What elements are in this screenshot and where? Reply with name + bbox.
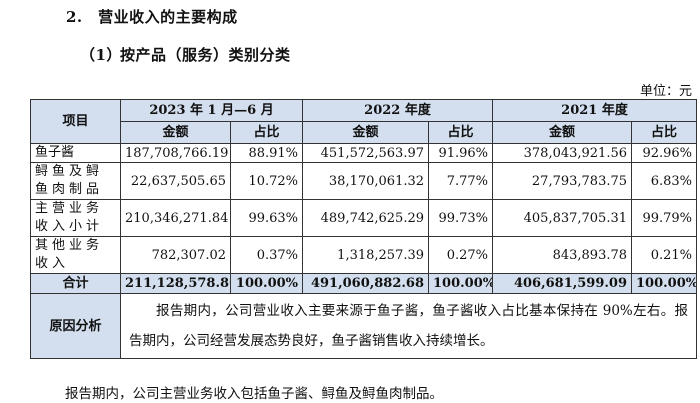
cell-ratio: 92.96%	[631, 143, 698, 163]
total-amount: 406,681,599.09	[492, 273, 633, 294]
row-label: 主营业务收入小计	[30, 199, 121, 237]
cell-amount: 405,837,705.31	[492, 199, 633, 237]
cell-amount: 27,793,783.75	[492, 162, 633, 200]
cell-ratio: 10.72%	[229, 162, 304, 200]
cell-ratio: 0.37%	[229, 236, 304, 274]
footer-paragraph: 报告期内，公司主营业务收入包括鱼子酱、鲟鱼及鲟鱼肉制品。	[65, 386, 443, 402]
total-ratio: 100.00%	[428, 273, 494, 294]
col-header-ratio: 占比	[428, 121, 494, 144]
row-label: 鲟鱼及鲟鱼肉制品	[30, 162, 121, 200]
unit-label: 单位：元	[639, 84, 692, 99]
col-header-amount: 金额	[120, 121, 231, 144]
cell-ratio: 99.79%	[631, 199, 698, 237]
cell-amount: 378,043,921.56	[492, 143, 633, 163]
col-header-period: 2021 年度	[492, 99, 698, 122]
section-heading: 2. 营业收入的主要构成	[66, 8, 238, 26]
total-row: 合计 211,128,578.86 100.00% 491,060,882.68…	[30, 273, 698, 294]
cell-ratio: 99.73%	[428, 199, 494, 237]
cell-amount: 782,307.02	[120, 236, 231, 274]
col-header-period: 2022 年度	[302, 99, 494, 122]
cell-amount: 843,893.78	[492, 236, 633, 274]
col-header-amount: 金额	[302, 121, 430, 144]
revenue-table: 项目 2023 年 1 月—6 月 2022 年度 2021 年度 金额 占比 …	[30, 99, 698, 359]
table-row: 鲟鱼及鲟鱼肉制品 22,637,505.65 10.72% 38,170,061…	[30, 162, 698, 200]
table-subheader-row: 金额 占比 金额 占比 金额 占比	[31, 121, 698, 144]
cell-ratio: 0.21%	[631, 236, 698, 274]
table-row: 主营业务收入小计 210,346,271.84 99.63% 489,742,6…	[30, 199, 698, 237]
row-label: 鱼子酱	[30, 143, 121, 163]
cell-ratio: 88.91%	[229, 143, 304, 163]
row-label: 其他业务收入	[30, 236, 121, 274]
cell-amount: 187,708,766.19	[120, 143, 231, 163]
cell-amount: 22,637,505.65	[120, 162, 231, 200]
cell-ratio: 91.96%	[428, 143, 494, 163]
cell-ratio: 7.77%	[428, 162, 494, 200]
cell-amount: 451,572,563.97	[302, 143, 430, 163]
reason-row: 原因分析 报告期内，公司营业收入主要来源于鱼子酱，鱼子酱收入占比基本保持在 90…	[30, 293, 698, 359]
col-header-ratio: 占比	[631, 121, 698, 144]
cell-amount: 1,318,257.39	[302, 236, 430, 274]
table-header-row: 项目 2023 年 1 月—6 月 2022 年度 2021 年度	[30, 99, 698, 144]
col-header-item: 项目	[30, 99, 121, 144]
cell-amount: 210,346,271.84	[120, 199, 231, 237]
total-amount: 491,060,882.68	[302, 273, 430, 294]
cell-ratio: 0.27%	[428, 236, 494, 274]
subsection-title: 按产品（服务）类别分类	[120, 46, 291, 64]
cell-amount: 38,170,061.32	[302, 162, 430, 200]
table-row: 鱼子酱 187,708,766.19 88.91% 451,572,563.97…	[30, 143, 698, 163]
reason-label: 原因分析	[30, 293, 121, 359]
cell-amount: 489,742,625.29	[302, 199, 430, 237]
col-header-period: 2023 年 1 月—6 月	[119, 99, 304, 122]
cell-ratio: 99.63%	[229, 199, 304, 237]
subsection-heading: （1）按产品（服务）类别分类	[80, 44, 291, 65]
table-row: 其他业务收入 782,307.02 0.37% 1,318,257.39 0.2…	[30, 236, 698, 274]
total-amount: 211,128,578.86	[120, 273, 231, 294]
reason-text: 报告期内，公司营业收入主要来源于鱼子酱，鱼子酱收入占比基本保持在 90%左右。报…	[119, 293, 698, 359]
col-header-ratio: 占比	[229, 121, 304, 144]
total-ratio: 100.00%	[229, 273, 304, 294]
total-ratio: 100.00%	[631, 273, 698, 294]
col-header-amount: 金额	[492, 121, 633, 144]
cell-ratio: 6.83%	[631, 162, 698, 200]
subsection-number: （1）	[80, 46, 122, 64]
total-label: 合计	[30, 273, 121, 294]
